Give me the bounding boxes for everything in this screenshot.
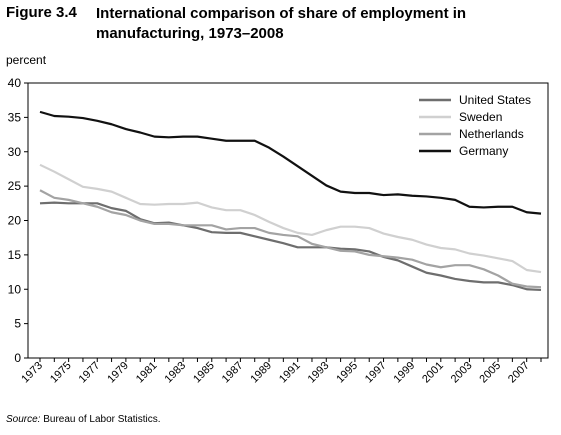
x-tick-label: 1975 — [48, 360, 74, 386]
y-tick-label: 0 — [14, 351, 21, 365]
source-label: Source: — [6, 414, 41, 425]
x-tick-label: 2005 — [477, 360, 503, 386]
x-tick-label: 1997 — [363, 360, 389, 386]
figure-label: Figure 3.4 — [6, 4, 77, 21]
y-tick-label: 30 — [8, 145, 22, 159]
series-line-netherlands — [39, 189, 542, 289]
y-tick-label: 20 — [8, 214, 22, 228]
legend-label-germany: Germany — [459, 144, 508, 158]
x-tick-label: 2003 — [449, 360, 475, 386]
source-text: Bureau of Labor Statistics. — [43, 414, 161, 425]
x-tick-label: 1979 — [105, 360, 131, 386]
line-chart: 0 5 10 15 20 25 30 35 40 1973 1975 1977 1979 1981 1983… — [8, 76, 549, 386]
x-tick-label: 1981 — [134, 360, 160, 386]
x-tick-label: 1999 — [391, 360, 417, 386]
y-tick-label: 15 — [8, 248, 22, 262]
plot-frame — [27, 82, 549, 359]
x-tick-label: 2001 — [420, 360, 446, 386]
y-tick-label: 10 — [8, 282, 22, 296]
source-note: Source: Bureau of Labor Statistics. — [6, 414, 161, 425]
series-line-united-states — [39, 201, 542, 292]
y-tick-label: 35 — [8, 110, 22, 124]
x-tick-label: 1973 — [19, 360, 45, 386]
x-tick-label: 1985 — [191, 360, 217, 386]
figure-title: International comparison of share of emp… — [96, 5, 467, 42]
legend-label-united-states: United States — [459, 93, 531, 107]
x-tick-label: 1977 — [77, 360, 103, 386]
x-tick-label: 1993 — [306, 360, 332, 386]
x-tick-label: 1989 — [248, 360, 274, 386]
y-tick-label: 5 — [14, 317, 21, 331]
x-tick-label: 1995 — [334, 360, 360, 386]
y-tick-label: 25 — [8, 179, 22, 193]
series-line-germany — [39, 110, 542, 215]
x-tick-label: 1987 — [220, 360, 246, 386]
x-tick-label: 1991 — [277, 360, 303, 386]
y-axis-label: percent — [6, 53, 47, 67]
series-line-sweden — [39, 163, 542, 274]
legend-label-sweden: Sweden — [459, 110, 502, 124]
x-tick-label: 1983 — [162, 360, 188, 386]
y-tick-label: 40 — [8, 76, 22, 90]
legend-label-netherlands: Netherlands — [459, 127, 524, 141]
x-tick-label: 2007 — [506, 360, 532, 386]
